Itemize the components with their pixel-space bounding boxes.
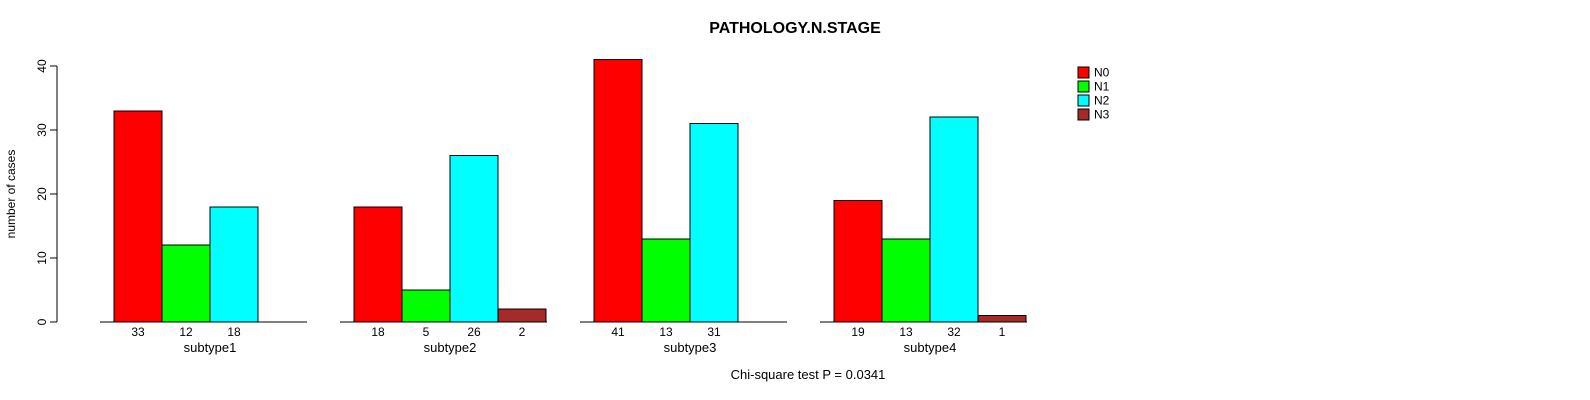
legend-swatch-n1 [1077,80,1090,93]
bar-n0-subtype3 [593,59,643,323]
bar-value-n3-subtype4: 1 [999,325,1006,339]
legend-label-n1: N1 [1094,80,1110,94]
bar-n2-subtype1 [209,206,259,323]
bar-n1-subtype1 [161,244,211,323]
legend-label-n3: N3 [1094,108,1110,122]
bar-n2-subtype4 [929,116,979,323]
bar-n1-subtype3 [641,238,691,323]
bar-n1-subtype4 [881,238,931,323]
bar-value-n2-subtype2: 26 [467,325,481,339]
bar-n0-subtype2 [353,206,403,323]
bar-value-n1-subtype2: 5 [423,325,430,339]
y-tick-label: 30 [35,123,49,137]
legend-swatch-n0 [1077,66,1090,79]
category-label-subtype1: subtype1 [184,340,237,355]
bar-value-n0-subtype3: 41 [611,325,625,339]
bar-n0-subtype1 [113,110,163,323]
bar-value-n1-subtype4: 13 [899,325,913,339]
legend-label-n2: N2 [1094,94,1110,108]
category-label-subtype3: subtype3 [664,340,717,355]
bar-n2-subtype3 [689,123,739,323]
bar-value-n1-subtype3: 13 [659,325,673,339]
bar-value-n2-subtype4: 32 [947,325,961,339]
category-label-subtype2: subtype2 [424,340,477,355]
bar-n3-subtype2 [497,308,547,323]
bar-value-n1-subtype1: 12 [179,325,193,339]
bar-value-n0-subtype2: 18 [371,325,385,339]
bar-n0-subtype4 [833,199,883,323]
bar-value-n2-subtype1: 18 [227,325,241,339]
legend-swatch-n2 [1077,94,1090,107]
bar-n2-subtype2 [449,155,499,323]
bar-n1-subtype2 [401,289,451,323]
bar-n3-subtype4 [977,315,1027,323]
y-tick-label: 40 [35,59,49,73]
bar-value-n0-subtype4: 19 [851,325,865,339]
bar-value-n3-subtype2: 2 [519,325,526,339]
bar-value-n0-subtype1: 33 [131,325,145,339]
y-tick-label: 10 [35,251,49,265]
legend-label-n0: N0 [1094,66,1110,80]
bar-value-n2-subtype3: 31 [707,325,721,339]
legend-swatch-n3 [1077,108,1090,121]
y-tick-label: 20 [35,187,49,201]
category-label-subtype4: subtype4 [904,340,957,355]
y-tick-label: 0 [35,318,49,325]
chi-square-annotation: Chi-square test P = 0.0341 [730,367,886,382]
chart-title: PATHOLOGY.N.STAGE [709,20,881,37]
